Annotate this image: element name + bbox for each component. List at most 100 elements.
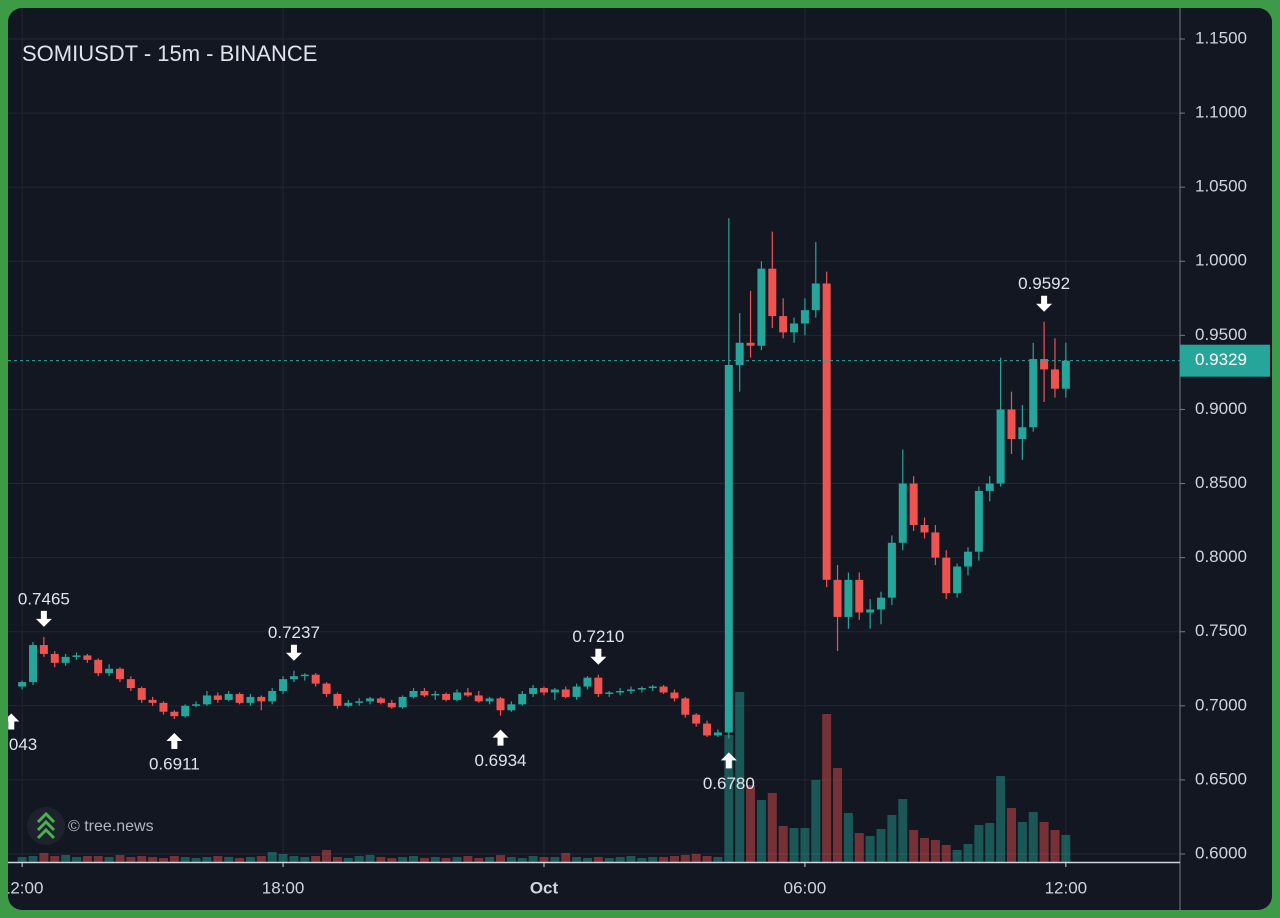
- volume-bar: [485, 857, 495, 862]
- candle-body: [833, 579, 842, 617]
- candle-body: [39, 645, 48, 654]
- volume-bar: [1017, 822, 1027, 862]
- volume-bar: [865, 836, 875, 862]
- candle-body: [311, 674, 320, 684]
- volume-bar: [822, 714, 832, 862]
- volume-bar: [191, 858, 201, 862]
- candle-body: [268, 690, 277, 702]
- volume-bar: [833, 768, 843, 862]
- volume-bar: [224, 857, 234, 862]
- candle-body: [561, 689, 570, 697]
- y-tick-label: 0.6500: [1195, 769, 1247, 788]
- y-tick-label: 1.1000: [1195, 103, 1247, 122]
- candle-body: [83, 655, 92, 660]
- volume-bar: [213, 856, 223, 862]
- candle-body: [616, 690, 625, 693]
- volume-bar: [756, 800, 766, 862]
- candle-body: [333, 693, 342, 706]
- y-tick-label: 0.7500: [1195, 621, 1247, 640]
- last-price-badge: [1180, 344, 1270, 377]
- candle-body: [572, 686, 581, 697]
- volume-bar: [387, 858, 397, 862]
- extreme-annotation: 0.6780: [703, 752, 755, 793]
- candle-body: [637, 688, 646, 690]
- annotation-label: 0.6911: [149, 754, 200, 773]
- candle-body: [235, 693, 244, 703]
- volume-bar: [39, 853, 49, 862]
- volume-bar: [332, 857, 342, 862]
- volume-bar: [985, 823, 995, 862]
- volume-bar: [996, 776, 1006, 862]
- candle-body: [1007, 409, 1016, 440]
- watermark-text: © tree.news: [68, 818, 154, 835]
- candle-body: [605, 692, 614, 694]
- candle-body: [1018, 427, 1027, 440]
- candle-body: [213, 695, 222, 700]
- volume-bar: [256, 856, 266, 862]
- volume-bar: [463, 856, 473, 862]
- volume-bar: [104, 857, 114, 862]
- volume-bar: [909, 830, 919, 862]
- volume-bar: [1006, 808, 1016, 862]
- volume-bar: [28, 856, 38, 862]
- candle-body: [344, 702, 353, 706]
- volume-bar: [61, 855, 71, 862]
- annotation-label: 0.7237: [268, 623, 320, 642]
- candle-body: [61, 656, 70, 663]
- candle-body: [800, 310, 809, 324]
- axes: 12:00 18:00 Oct 06:00 12:00: [8, 8, 1185, 910]
- volume-bar: [539, 857, 549, 862]
- grid: [8, 8, 1180, 862]
- candle-body: [246, 696, 255, 703]
- volume-bar: [506, 857, 516, 862]
- candle-body: [692, 714, 701, 724]
- candle-body: [963, 551, 972, 567]
- candle-body: [159, 702, 168, 712]
- candle-body: [50, 653, 59, 663]
- volume-bar: [343, 858, 353, 862]
- candle-body: [202, 695, 211, 705]
- candle-body: [463, 692, 472, 696]
- candle-body: [420, 690, 429, 696]
- candle-body: [746, 342, 755, 346]
- candle-body: [877, 597, 886, 610]
- volume-bar: [354, 856, 364, 862]
- y-tick-label: 0.9500: [1195, 325, 1247, 344]
- volume-bar: [920, 838, 930, 862]
- candle-body: [170, 711, 179, 717]
- volume-bar: [496, 855, 506, 862]
- volume-bar: [550, 857, 560, 862]
- candle-body: [626, 689, 635, 691]
- volume-bar: [71, 857, 81, 862]
- candle-body: [887, 542, 896, 598]
- arrow-up: [492, 729, 509, 746]
- arrow-down: [590, 648, 607, 665]
- extreme-annotation: 0.7043: [8, 713, 37, 754]
- candle-body: [681, 698, 690, 715]
- y-tick-label: 1.0500: [1195, 177, 1247, 196]
- candle-body: [583, 677, 592, 687]
- volume-bar: [441, 858, 451, 862]
- candle-body: [996, 409, 1005, 484]
- volume-bar: [376, 857, 386, 862]
- x-tick-label: Oct: [530, 878, 559, 897]
- volume-bar: [789, 828, 799, 862]
- volume-bar: [322, 850, 332, 862]
- candle-body: [224, 693, 233, 700]
- volume-bar: [930, 840, 940, 862]
- candle-body: [529, 688, 538, 694]
- volume-bar: [1039, 822, 1049, 862]
- volume-bar: [648, 857, 658, 862]
- candle-body: [72, 655, 81, 657]
- arrow-up: [8, 713, 20, 730]
- candle-body: [355, 701, 364, 703]
- volume-bar: [148, 857, 158, 862]
- volume-bar: [800, 828, 810, 862]
- volume-bar: [887, 815, 897, 862]
- volume-bar: [593, 857, 603, 862]
- volume-bar: [17, 857, 27, 862]
- candle-body: [648, 686, 657, 689]
- volume-bar: [267, 852, 277, 862]
- volume-bar: [952, 850, 962, 862]
